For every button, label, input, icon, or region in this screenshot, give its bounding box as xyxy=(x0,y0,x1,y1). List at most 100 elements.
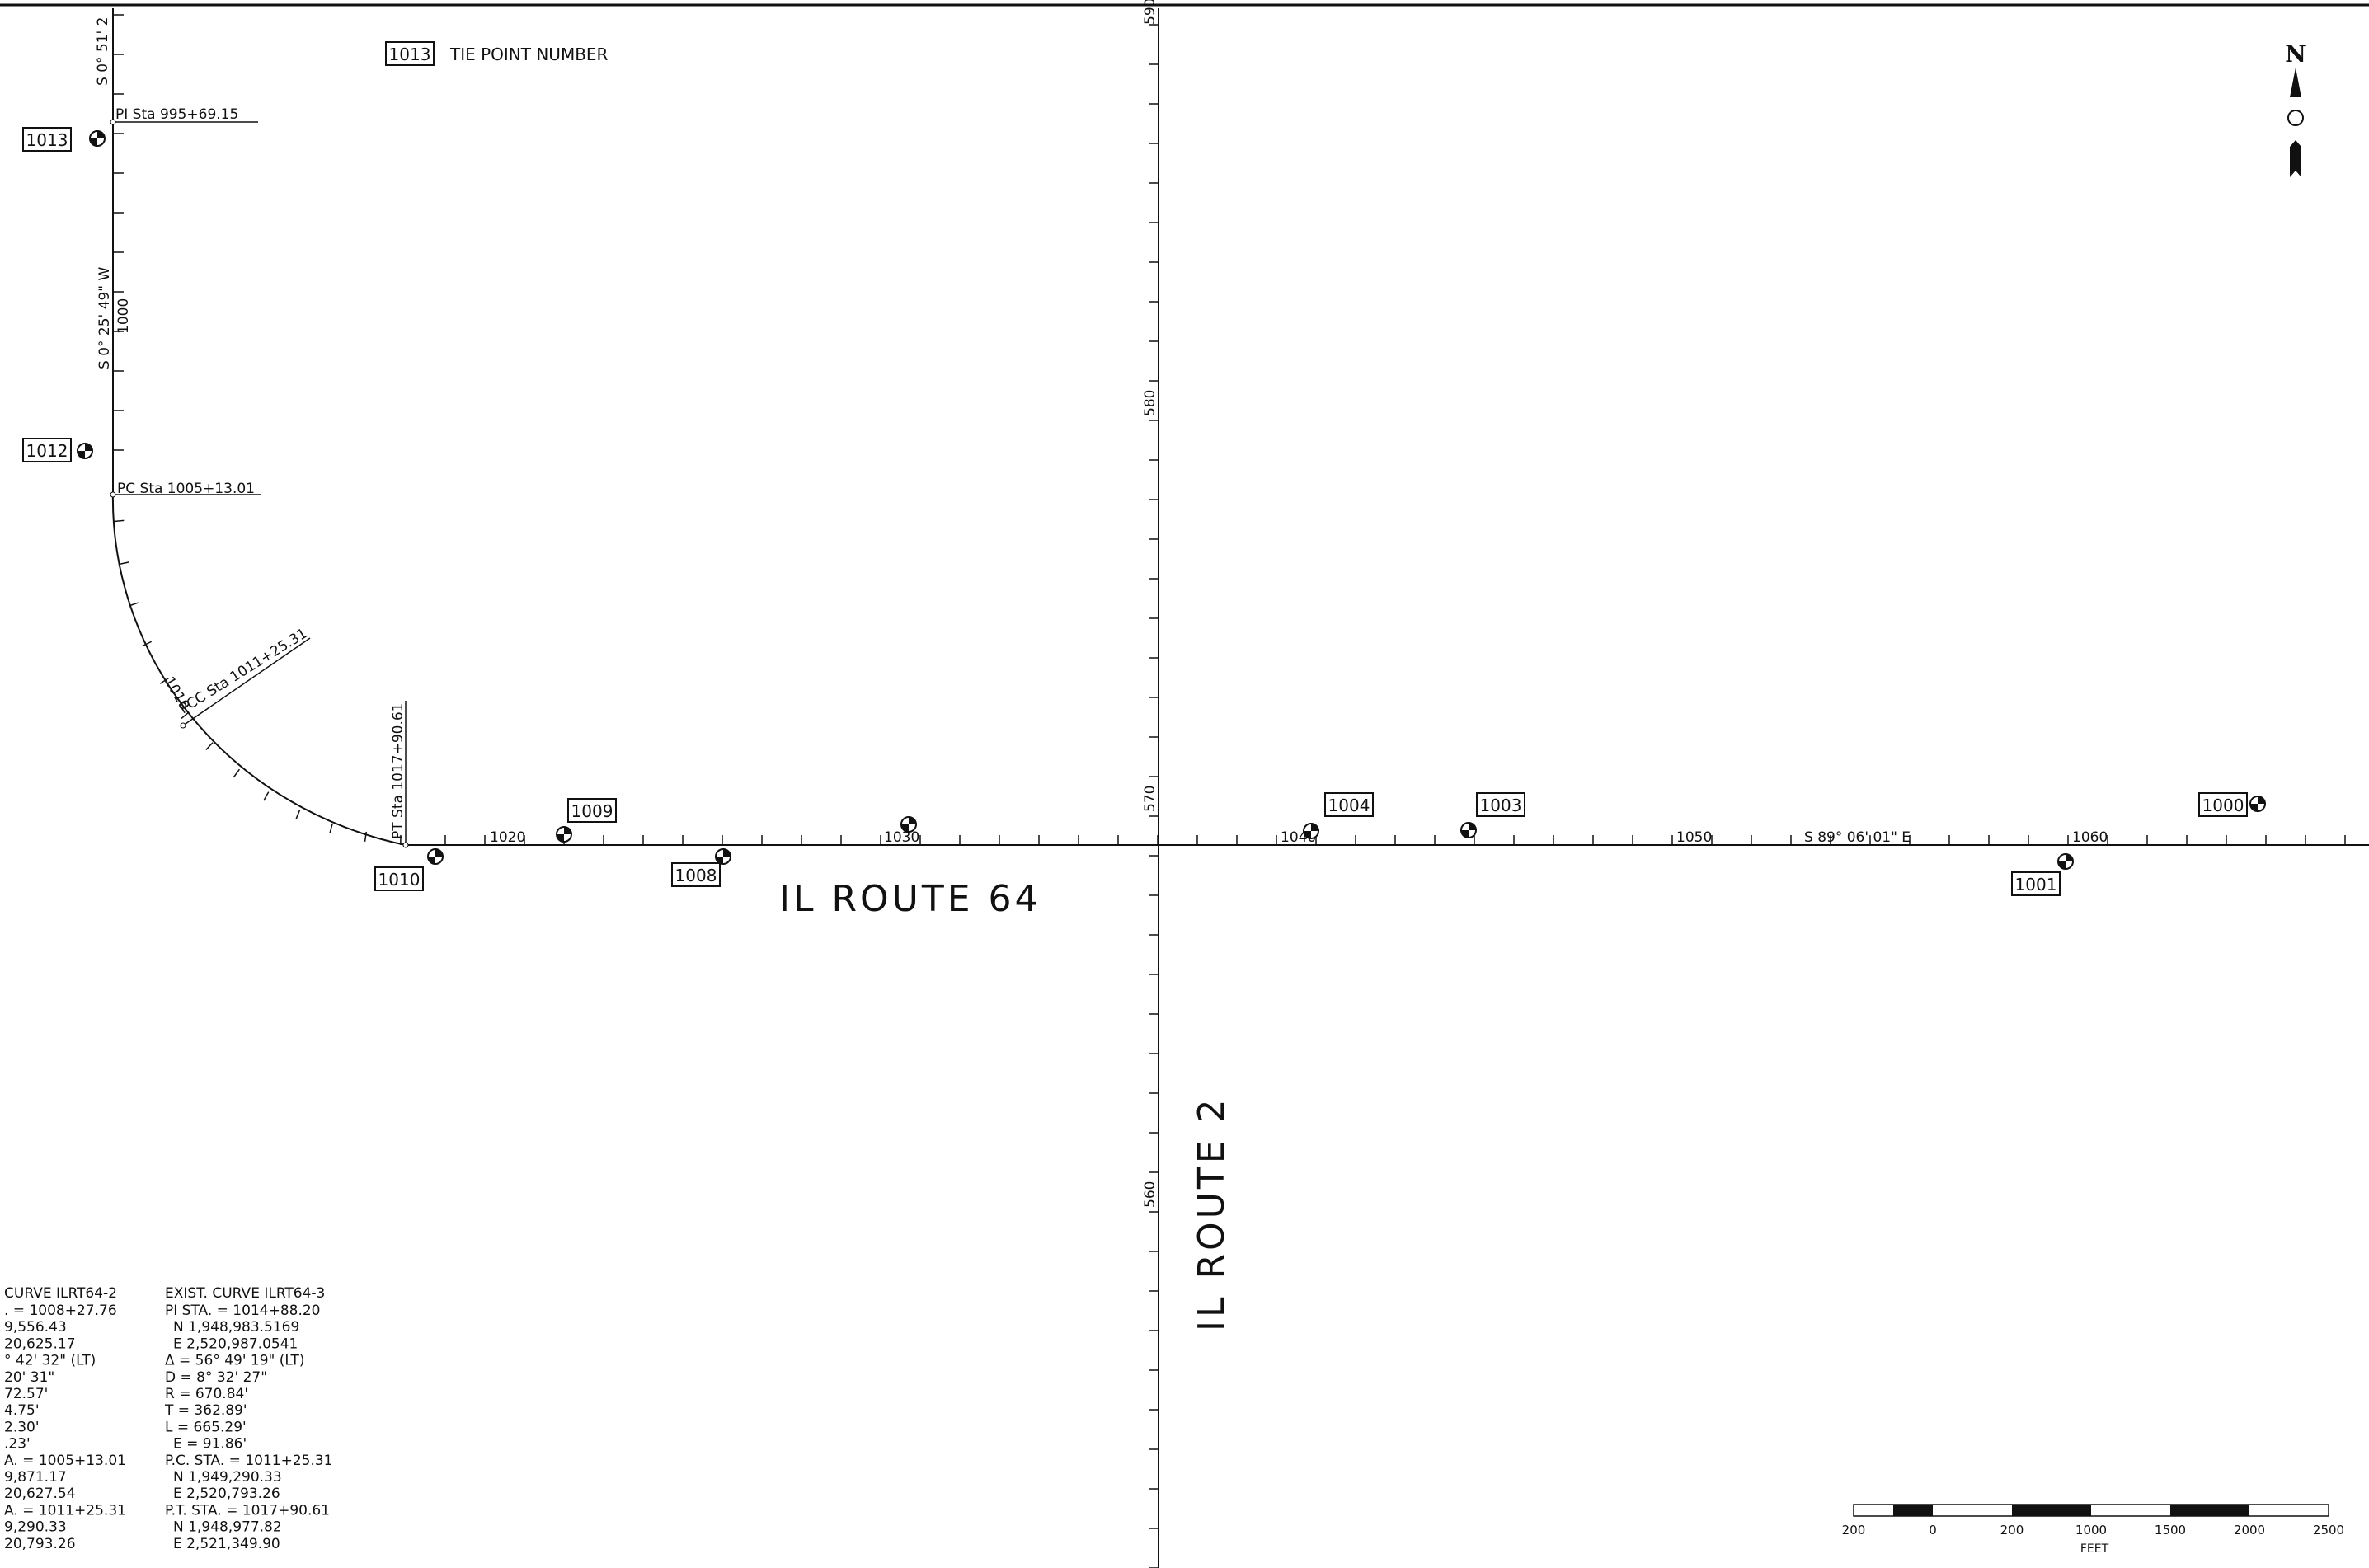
curve-table-line: A. = 1011+25.31 xyxy=(4,1502,126,1519)
scale-tick-label: 2000 xyxy=(2234,1523,2265,1537)
tie-point-symbol xyxy=(427,848,444,865)
scale-bar: 200 0 200 1000 1500 2000 2500 FEET xyxy=(1842,1504,2344,1556)
station-tick xyxy=(364,831,368,842)
tie-point-1000: 1000 xyxy=(2198,792,2266,817)
curve-table-line: 9,871.17 xyxy=(4,1469,67,1486)
tie-point-symbol xyxy=(715,848,731,865)
bearing-east-label: S 89° 06' 01" E xyxy=(1804,829,1911,846)
pi-station-label: PI Sta 995+69.15 xyxy=(115,106,238,123)
tie-point-symbol xyxy=(89,130,106,147)
curve-table-left: CURVE ILRT64-2 . = 1008+27.769,556.43 20,… xyxy=(4,1285,126,1552)
tie-point-label: 1003 xyxy=(1480,796,1522,815)
curve-table-line: 9,556.43 xyxy=(4,1319,67,1336)
station-1020-label: 1020 xyxy=(490,829,525,846)
pcc-station-label: PCC Sta 1011+25.31 xyxy=(176,625,310,717)
curve-table-line: 4.75' xyxy=(4,1402,40,1419)
station-tick xyxy=(159,678,169,684)
route2-station-580-label: 580 xyxy=(1142,390,1159,416)
route2-station-590-label: 590 xyxy=(1142,0,1159,25)
tie-point-box xyxy=(671,862,721,887)
north-arrow: N xyxy=(2285,40,2306,177)
tie-point-label: 1009 xyxy=(571,801,613,821)
curve-table-line: E = 91.86' xyxy=(173,1436,247,1453)
tie-point-box xyxy=(2198,792,2248,817)
tie-point-box xyxy=(567,798,617,823)
tie-point-1004: 1004 xyxy=(1303,792,1374,839)
pcc-leader xyxy=(182,637,311,726)
station-tick xyxy=(295,810,301,819)
legend-text: TIE POINT NUMBER xyxy=(449,45,609,64)
curve-table-line: R = 670.84' xyxy=(165,1386,248,1402)
bearing-mid-label: S 0° 25' 49" W xyxy=(96,267,113,369)
curve-table-line: E 2,520,987.0541 xyxy=(173,1336,298,1352)
tie-point-label: 1001 xyxy=(2015,875,2057,894)
station-tick xyxy=(263,791,270,801)
tie-point-symbol xyxy=(2057,853,2074,870)
north-arrow-circle xyxy=(2287,110,2304,126)
tie-point-box xyxy=(1324,792,1374,817)
station-tick xyxy=(129,602,139,607)
route2-station-560-label: 560 xyxy=(1142,1181,1159,1208)
curve-table-line: ° 42' 32" (LT) xyxy=(4,1353,96,1369)
bearing-top-label: S 0° 51' 2 xyxy=(95,17,111,86)
route64-alignment xyxy=(111,8,2369,846)
curve-table-line: T = 362.89' xyxy=(164,1402,247,1419)
station-1060-label: 1060 xyxy=(2072,829,2108,846)
station-tick xyxy=(329,823,333,833)
north-letter: N xyxy=(2285,40,2306,68)
curve-table-line: . = 1008+27.76 xyxy=(4,1303,117,1319)
tie-point-label: 1013 xyxy=(26,130,68,150)
tie-points: 1013 1012 1010 1009 1008 1004 xyxy=(22,127,2266,896)
curve-table-line: E 2,520,793.26 xyxy=(173,1486,280,1502)
pc-point xyxy=(110,491,116,498)
tie-point-label: 1000 xyxy=(2202,796,2244,815)
tie-point-1009: 1009 xyxy=(556,798,617,843)
curve-table-line: P.T. STA. = 1017+90.61 xyxy=(165,1502,330,1519)
tie-point-box xyxy=(1476,792,1525,817)
tie-point-symbol xyxy=(556,826,572,843)
tie-point-box xyxy=(2011,871,2061,896)
curve-table-line: 20,627.54 xyxy=(4,1486,76,1502)
pc-station-label: PC Sta 1005+13.01 xyxy=(117,481,255,497)
pcc-point xyxy=(180,722,186,729)
tie-point-box xyxy=(22,438,72,462)
curve-table-line: L = 665.29' xyxy=(165,1419,247,1435)
scale-tick-label: 1500 xyxy=(2155,1523,2186,1537)
curve-table-right: EXIST. CURVE ILRT64-3 PI STA. = 1014+88.… xyxy=(164,1285,333,1552)
tie-point-box xyxy=(374,866,424,891)
station-tick xyxy=(181,711,190,719)
tie-point-symbol xyxy=(1460,822,1477,838)
station-leaders xyxy=(110,119,409,848)
tie-point-label: 1010 xyxy=(378,870,421,890)
station-tick xyxy=(114,519,125,523)
scale-bar-segment xyxy=(1893,1505,1933,1516)
scale-unit: FEET xyxy=(2080,1542,2109,1556)
station-tick xyxy=(233,768,240,778)
curve-table-line: 20,793.26 xyxy=(4,1536,76,1552)
curve-table-line: N 1,948,983.5169 xyxy=(173,1319,299,1336)
station-1010-label: 1010 xyxy=(161,674,193,713)
route2-name: IL ROUTE 2 xyxy=(1191,1096,1233,1331)
scale-bar-segment xyxy=(2012,1505,2091,1516)
tie-point-symbol xyxy=(2249,796,2266,812)
legend-box xyxy=(385,41,435,66)
tie-point-symbol-station-1030 xyxy=(900,816,917,833)
curve-table-line: P.C. STA. = 1011+25.31 xyxy=(165,1453,333,1469)
curve-table-line: A. = 1005+13.01 xyxy=(4,1453,126,1469)
curve-left-title: CURVE ILRT64-2 xyxy=(4,1285,117,1302)
tie-point-symbol xyxy=(77,443,93,459)
legend-box-label: 1013 xyxy=(389,45,431,64)
tie-point-box xyxy=(22,127,72,152)
curve-right-title: EXIST. CURVE ILRT64-3 xyxy=(165,1285,325,1302)
tie-point-1013: 1013 xyxy=(22,127,106,152)
scale-bar-segment xyxy=(2170,1505,2249,1516)
curve-table-line: D = 8° 32' 27" xyxy=(165,1369,267,1386)
tie-point-label: 1004 xyxy=(1328,796,1370,815)
route64-name: IL ROUTE 64 xyxy=(779,878,1041,920)
station-1030-label: 1030 xyxy=(884,829,919,846)
tie-point-1001: 1001 xyxy=(2011,853,2074,896)
legend: 1013 TIE POINT NUMBER xyxy=(385,41,609,66)
tie-point-1012: 1012 xyxy=(22,438,93,462)
route64-curve xyxy=(111,490,407,846)
